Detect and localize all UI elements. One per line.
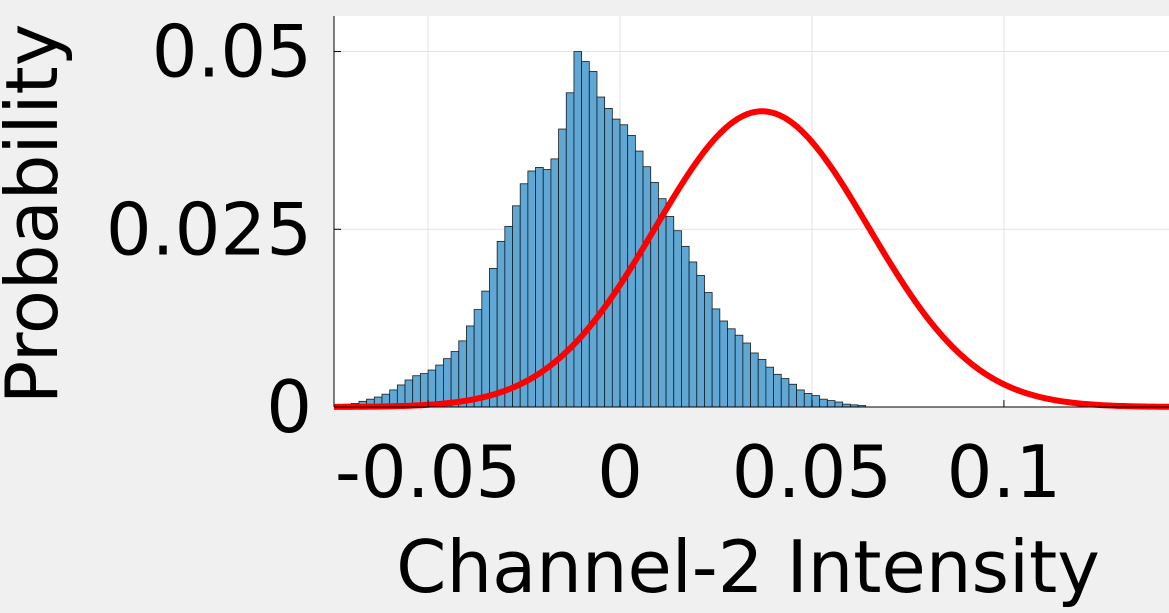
histogram-bars: [343, 51, 867, 408]
histogram-bar: [727, 328, 736, 408]
histogram-bar: [642, 166, 652, 408]
histogram-bar: [619, 124, 629, 408]
x-tick-label: -0.05: [335, 430, 521, 514]
histogram-bar: [819, 398, 828, 408]
histogram-bar: [796, 389, 805, 408]
histogram-bar: [773, 373, 782, 408]
histogram-bar: [519, 183, 529, 408]
x-tick-label: 0.1: [947, 430, 1062, 514]
histogram-bar: [803, 393, 813, 408]
histogram-bar: [634, 150, 644, 408]
x-tick-labels: -0.05 0 0.05 0.1: [335, 430, 1061, 514]
y-axis-label: Probability: [0, 24, 74, 405]
histogram-bar: [811, 395, 821, 408]
histogram-bar: [611, 118, 621, 408]
histogram-bar: [450, 351, 460, 408]
histogram-bar: [711, 308, 721, 408]
fit-curve: [333, 108, 1169, 410]
histogram-bar: [550, 158, 559, 408]
y-tick-labels: 0 0.025 0.05: [106, 10, 312, 449]
histogram-bar: [458, 340, 467, 408]
histogram-bar: [504, 226, 513, 408]
histogram-bar: [466, 325, 475, 408]
histogram-bar: [681, 245, 690, 408]
histogram-bar: [443, 358, 452, 408]
histogram-bar: [788, 383, 798, 408]
histogram-bar: [742, 342, 751, 408]
y-tick-label: 0: [266, 365, 312, 449]
histogram-bar: [481, 290, 490, 408]
histogram-bar: [757, 358, 767, 408]
histogram-bar: [665, 216, 675, 408]
axes: [333, 16, 1169, 408]
histogram-bar: [826, 400, 836, 408]
histogram-bar: [673, 230, 682, 408]
histogram-bar: [688, 261, 698, 408]
histogram-bar: [496, 240, 506, 408]
histogram-bar: [604, 108, 613, 408]
histogram-bar: [581, 61, 590, 408]
histogram-bar: [558, 128, 567, 408]
histogram-bar: [658, 198, 667, 408]
histogram-bar: [596, 96, 606, 408]
histogram-bar: [588, 71, 598, 408]
histogram-bar: [704, 292, 713, 408]
histogram-bar: [765, 366, 774, 408]
histogram-bar: [734, 334, 744, 408]
x-axis-label: Channel-2 Intensity: [396, 525, 1100, 609]
histogram-bar: [780, 378, 790, 408]
histogram-bar: [573, 51, 583, 408]
histogram-bar: [834, 401, 844, 408]
histogram-bar: [696, 275, 705, 408]
histogram-bar: [565, 92, 575, 408]
histogram-bar: [719, 320, 728, 408]
histogram-bar: [489, 267, 498, 408]
x-tick-label: 0.05: [732, 430, 892, 514]
x-tick-label: 0: [597, 430, 643, 514]
histogram-bar: [473, 309, 483, 408]
y-tick-label: 0.025: [106, 187, 312, 271]
histogram-bar: [527, 170, 536, 408]
histogram-bar: [750, 352, 759, 408]
histogram-bar: [650, 181, 659, 408]
histogram-bar: [512, 205, 521, 408]
y-tick-label: 0.05: [152, 10, 312, 94]
